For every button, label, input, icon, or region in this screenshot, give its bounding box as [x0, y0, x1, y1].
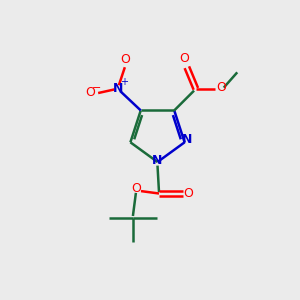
Text: N: N	[182, 134, 192, 146]
Text: +: +	[120, 77, 128, 87]
Text: −: −	[92, 82, 101, 93]
Text: N: N	[113, 82, 123, 95]
Text: O: O	[121, 52, 130, 66]
Text: O: O	[179, 52, 189, 65]
Text: O: O	[131, 182, 141, 196]
Text: N: N	[152, 154, 163, 167]
Text: O: O	[85, 86, 95, 99]
Text: O: O	[216, 80, 226, 94]
Text: O: O	[184, 187, 193, 200]
